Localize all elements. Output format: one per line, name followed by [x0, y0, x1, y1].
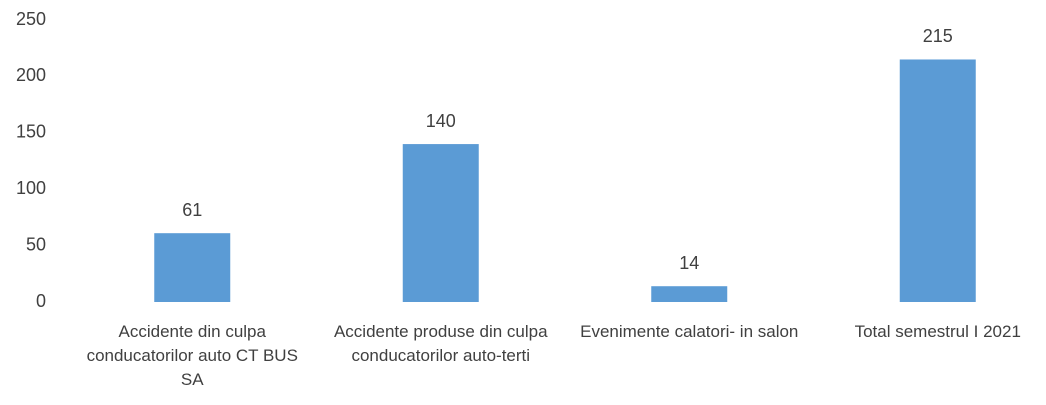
bar — [154, 233, 231, 302]
x-tick-label: Total semestrul I 2021 — [854, 322, 1021, 341]
value-label: 61 — [182, 200, 202, 220]
y-tick-label: 150 — [16, 122, 46, 142]
bar — [651, 286, 728, 302]
y-tick-label: 50 — [26, 234, 46, 254]
y-tick-label: 0 — [36, 291, 46, 311]
x-tick-label: Accidente produse din culpa conducatoril… — [333, 322, 548, 365]
y-tick-label: 250 — [16, 9, 46, 29]
bar — [402, 144, 479, 302]
y-tick-label: 200 — [16, 65, 46, 85]
x-tick-label: Evenimente calatori- in salon — [580, 322, 799, 341]
value-label: 215 — [923, 26, 953, 46]
y-tick-label: 100 — [16, 178, 46, 198]
value-label: 14 — [679, 253, 699, 273]
bar — [899, 59, 976, 303]
value-label: 140 — [426, 111, 456, 131]
x-tick-label: Accidente din culpa conducatorilor auto … — [86, 322, 298, 389]
